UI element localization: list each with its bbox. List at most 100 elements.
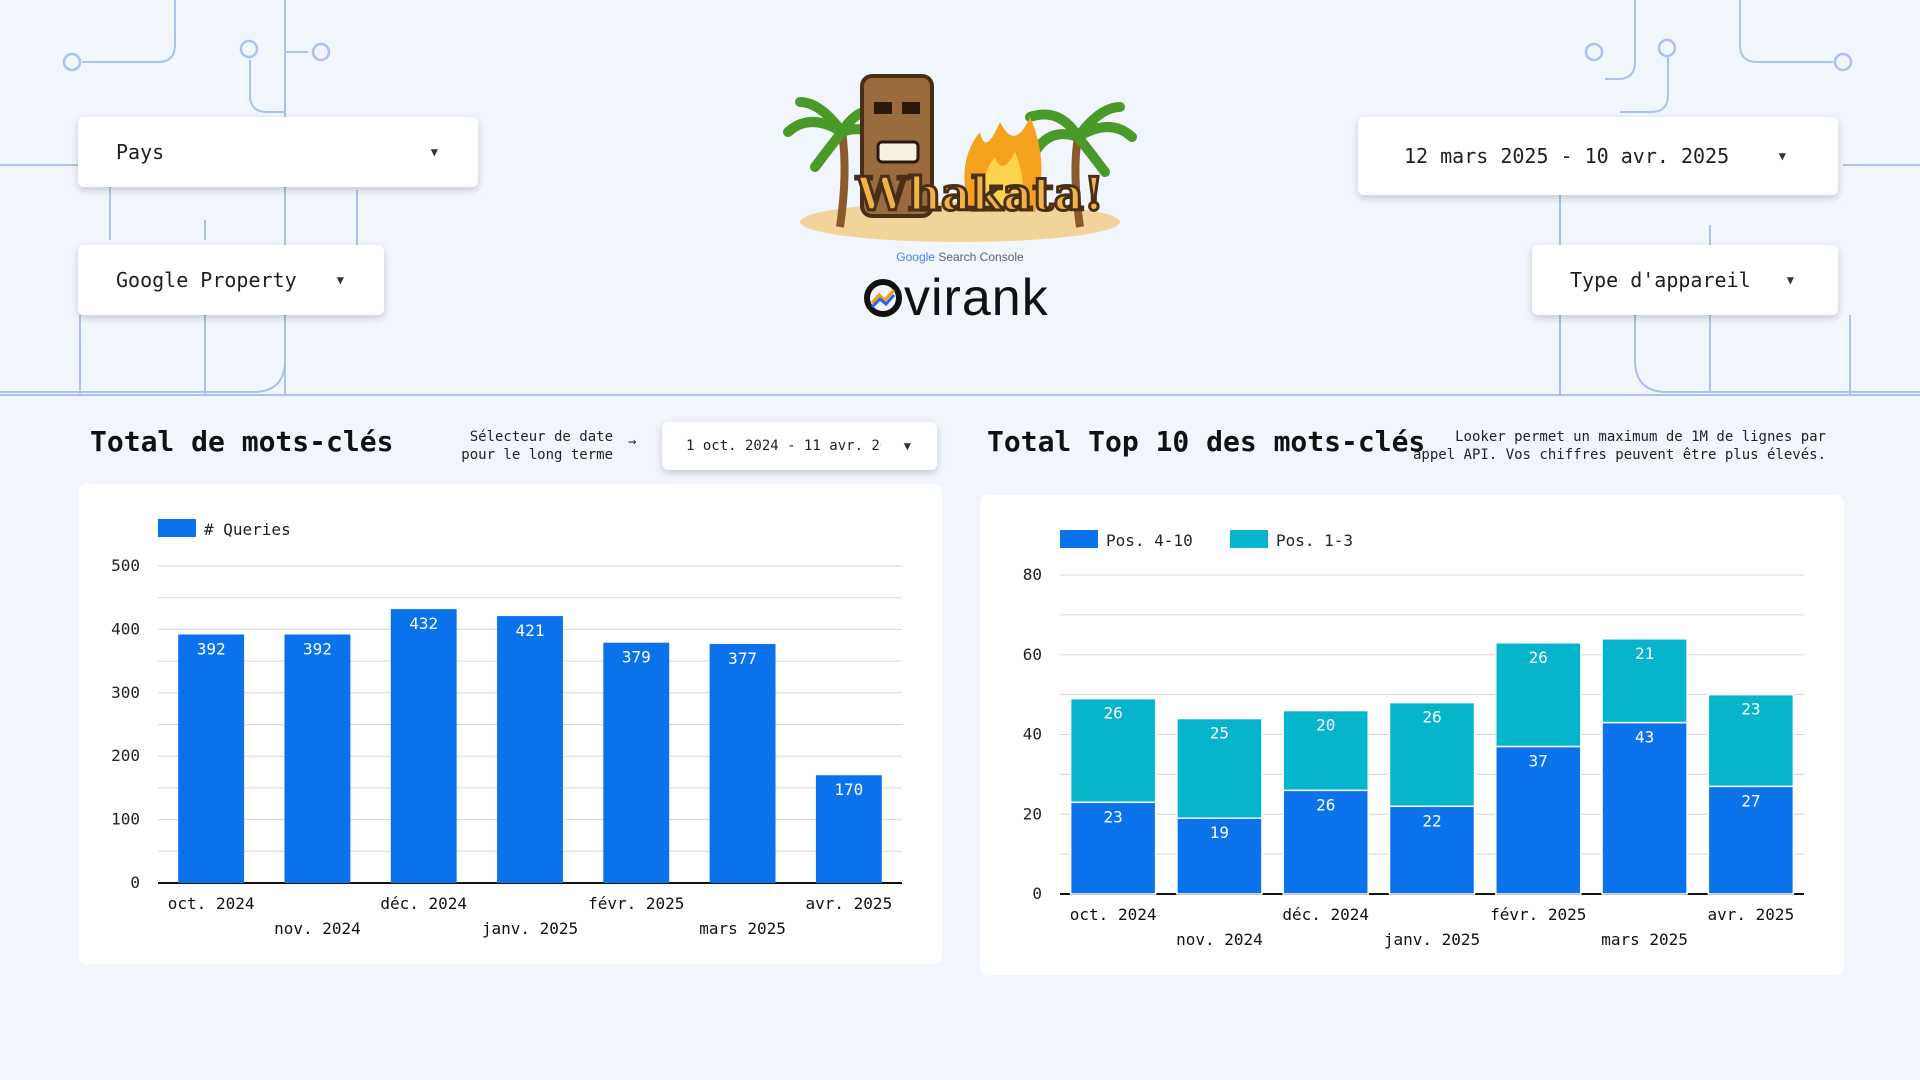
bar-value-label: 25 — [1210, 724, 1229, 743]
y-tick-label: 80 — [1023, 565, 1042, 584]
legend-label-pos-1-3: Pos. 1-3 — [1276, 531, 1353, 550]
long-term-label-line2: pour le long terme — [461, 447, 613, 463]
bar-pos-4-10 — [1601, 721, 1688, 895]
looker-note-line2: appel API. Vos chiffres peuvent être plu… — [1412, 447, 1826, 463]
y-tick-label: 0 — [130, 873, 140, 892]
bar-pos-1-3 — [1388, 701, 1476, 808]
bar-pos-1-3 — [1601, 638, 1688, 724]
y-tick-label: 40 — [1023, 725, 1042, 744]
bar-value-label: 377 — [728, 649, 757, 668]
ovirank-brand: virank — [862, 268, 1049, 328]
date-range-dropdown[interactable]: 12 mars 2025 - 10 avr. 2025 ▼ — [1358, 117, 1838, 195]
looker-limit-note: Looker permet un maximum de 1M de lignes… — [1410, 428, 1826, 464]
x-tick-label: févr. 2025 — [588, 894, 684, 913]
bar-value-label: 26 — [1529, 648, 1548, 667]
bar-value-label: 392 — [197, 639, 226, 658]
bar-value-label: 26 — [1422, 708, 1441, 727]
bar-value-label: 26 — [1316, 795, 1335, 814]
total-keywords-chart: 0 100 200 300 400 500 # Queries 392 oct. 2024 392… — [111, 519, 902, 938]
bar-queries — [497, 616, 563, 883]
y-tick-label: 200 — [111, 746, 140, 765]
date-range-label: 12 mars 2025 - 10 avr. 2025 — [1404, 144, 1730, 168]
bar-queries — [390, 609, 457, 883]
bar-pos-4-10 — [1707, 785, 1795, 895]
brand-name: virank — [904, 269, 1049, 327]
long-term-date-value: 1 oct. 2024 - 11 avr. 2025 — [686, 438, 881, 454]
legend-swatch-queries — [158, 519, 196, 537]
bar-pos-1-3 — [1707, 693, 1795, 788]
property-filter-dropdown[interactable]: Google Property ▼ — [78, 245, 384, 315]
x-tick-label: nov. 2024 — [274, 919, 361, 938]
legend-swatch-pos-1-3 — [1230, 530, 1268, 548]
search-console-caption: Google Search Console — [780, 250, 1140, 264]
bar-value-label: 37 — [1529, 751, 1548, 770]
country-filter-dropdown[interactable]: Pays ▼ — [78, 117, 478, 187]
bar-value-label: 19 — [1210, 823, 1229, 842]
logo-wordmark: Whakata! — [855, 167, 1104, 221]
chevron-down-icon: ▼ — [1778, 149, 1786, 163]
property-filter-label: Google Property — [116, 268, 297, 292]
bar-queries — [603, 642, 670, 883]
search-console-text: Search Console — [934, 250, 1024, 264]
y-tick-label: 20 — [1023, 804, 1042, 823]
x-tick-label: déc. 2024 — [380, 894, 467, 913]
top10-keywords-chart-card: 0 20 40 60 80 Pos. 4-10 Pos. 1-3 23 26 oct. 2024 1… — [980, 495, 1844, 975]
y-tick-label: 100 — [111, 810, 140, 829]
x-tick-label: janv. 2025 — [482, 919, 578, 938]
y-tick-label: 500 — [111, 556, 140, 575]
y-tick-label: 300 — [111, 683, 140, 702]
bar-pos-1-3 — [1069, 697, 1157, 804]
x-tick-label: avr. 2025 — [806, 894, 893, 913]
arrow-right-icon: → — [628, 434, 637, 450]
bar-pos-1-3 — [1495, 642, 1582, 748]
bar-value-label: 379 — [622, 648, 651, 667]
bar-queries — [178, 634, 245, 883]
top10-keywords-chart: 0 20 40 60 80 Pos. 4-10 Pos. 1-3 23 26 oct. 2024 1… — [1023, 530, 1804, 949]
total-keywords-chart-card: 0 100 200 300 400 500 # Queries 392 oct. 2024 392… — [78, 484, 942, 964]
x-tick-label: mars 2025 — [699, 919, 786, 938]
x-tick-label: oct. 2024 — [1070, 905, 1157, 924]
bar-pos-1-3 — [1282, 709, 1369, 792]
device-type-dropdown[interactable]: Type d'appareil ▼ — [1532, 245, 1838, 315]
x-tick-label: avr. 2025 — [1708, 905, 1795, 924]
chevron-down-icon: ▼ — [336, 273, 344, 287]
bar-queries — [815, 775, 882, 883]
legend-label-pos-4-10: Pos. 4-10 — [1106, 531, 1193, 550]
bar-value-label: 20 — [1316, 716, 1335, 735]
x-tick-label: févr. 2025 — [1490, 905, 1586, 924]
y-tick-label: 0 — [1032, 884, 1042, 903]
bar-value-label: 170 — [834, 780, 863, 799]
bar-value-label: 27 — [1741, 791, 1760, 810]
country-filter-label: Pays — [116, 140, 165, 164]
legend-label-queries: # Queries — [204, 520, 291, 539]
long-term-label-line1: Sélecteur de date — [469, 429, 613, 445]
long-term-date-dropdown[interactable]: 1 oct. 2024 - 11 avr. 2025 ▼ — [662, 422, 937, 470]
bar-value-label: 21 — [1635, 644, 1654, 663]
looker-note-line1: Looker permet un maximum de 1M de lignes… — [1455, 429, 1826, 445]
google-wordmark: Google — [896, 250, 935, 264]
bar-pos-4-10 — [1495, 745, 1582, 895]
y-tick-label: 400 — [111, 619, 140, 638]
bar-pos-1-3 — [1176, 717, 1263, 819]
bar-queries — [284, 634, 351, 883]
x-tick-label: mars 2025 — [1601, 930, 1688, 949]
x-tick-label: déc. 2024 — [1282, 905, 1369, 924]
x-tick-label: janv. 2025 — [1384, 930, 1480, 949]
chevron-down-icon: ▼ — [903, 439, 911, 453]
bar-value-label: 421 — [516, 621, 545, 640]
total-keywords-title: Total de mots-clés — [90, 425, 394, 458]
y-tick-label: 60 — [1023, 645, 1042, 664]
bar-value-label: 22 — [1422, 811, 1441, 830]
bar-value-label: 23 — [1741, 700, 1760, 719]
bar-value-label: 43 — [1635, 728, 1654, 747]
chevron-down-icon: ▼ — [1786, 273, 1794, 287]
whakata-logo: Whakata! — [780, 62, 1140, 332]
legend-swatch-pos-4-10 — [1060, 530, 1098, 548]
bar-value-label: 392 — [303, 639, 332, 658]
bar-queries — [709, 643, 776, 883]
chevron-down-icon: ▼ — [430, 145, 438, 159]
x-tick-label: nov. 2024 — [1176, 930, 1263, 949]
bar-value-label: 23 — [1104, 807, 1123, 826]
device-type-label: Type d'appareil — [1570, 268, 1751, 292]
x-tick-label: oct. 2024 — [168, 894, 255, 913]
